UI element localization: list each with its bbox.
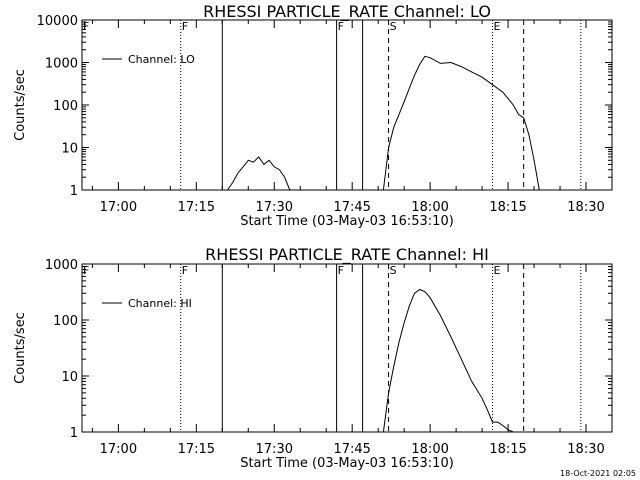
y-tick-label: 1000 [45, 57, 78, 72]
x-tick-label: 18:00 [411, 442, 448, 457]
x-tick-label: 17:30 [256, 200, 293, 215]
flag-marker-label: F [338, 20, 344, 33]
x-tick-label: 17:45 [333, 442, 370, 457]
chart-title: RHESSI PARTICLE_RATE Channel: HI [205, 245, 489, 265]
y-tick-label: 10 [61, 370, 78, 385]
x-axis-label: Start Time (03-May-03 16:53:10) [240, 456, 454, 471]
panel-lo-channel: RHESSI PARTICLE_RATE Channel: LO 1 10 100 10… [13, 2, 613, 229]
flag-marker-label: S [390, 264, 397, 277]
y-tick-label: 10 [61, 142, 78, 157]
y-tick-label: 1 [70, 426, 78, 441]
flag-marker-label: E [493, 264, 500, 277]
flag-marker-label: F [83, 264, 89, 277]
flag-marker-label: F [83, 20, 89, 33]
x-tick-label: 17:15 [178, 200, 215, 215]
chart-title: RHESSI PARTICLE_RATE Channel: LO [203, 2, 491, 22]
y-tick-label: 1000 [45, 258, 78, 273]
y-tick-label: 1 [70, 184, 78, 199]
panel-hi-channel: RHESSI PARTICLE_RATE Channel: HI 1 10 100 10… [13, 245, 613, 471]
x-tick-label: 17:00 [100, 200, 137, 215]
x-tick-label: 18:30 [567, 200, 604, 215]
footer-timestamp: 18-Oct-2021 02:05 [560, 469, 636, 478]
y-tick-label: 10000 [37, 14, 78, 29]
flag-marker-label: E [493, 20, 500, 33]
series-line [382, 55, 540, 191]
flag-marker-label: F [182, 20, 188, 33]
y-tick-label: 100 [53, 99, 78, 114]
x-tick-label: 17:45 [333, 200, 370, 215]
x-tick-label: 18:30 [567, 442, 604, 457]
legend-label: Channel: HI [128, 297, 192, 310]
legend-label: Channel: LO [128, 53, 195, 66]
plot-frame [81, 263, 613, 433]
flag-marker-label: F [338, 264, 344, 277]
series-line [227, 156, 291, 191]
x-tick-label: 18:15 [489, 442, 526, 457]
x-tick-label: 17:15 [178, 442, 215, 457]
x-tick-label: 17:00 [100, 442, 137, 457]
y-axis-label: Counts/sec [13, 69, 28, 141]
x-tick-label: 17:30 [256, 442, 293, 457]
x-axis-label: Start Time (03-May-03 16:53:10) [240, 214, 454, 229]
x-tick-label: 18:15 [489, 200, 526, 215]
flag-marker-label: S [390, 20, 397, 33]
series-line [382, 288, 514, 433]
y-axis-label: Counts/sec [13, 312, 28, 384]
x-tick-label: 18:00 [411, 200, 448, 215]
flag-marker-label: F [182, 264, 188, 277]
y-tick-label: 100 [53, 314, 78, 329]
plot-frame [81, 19, 613, 191]
